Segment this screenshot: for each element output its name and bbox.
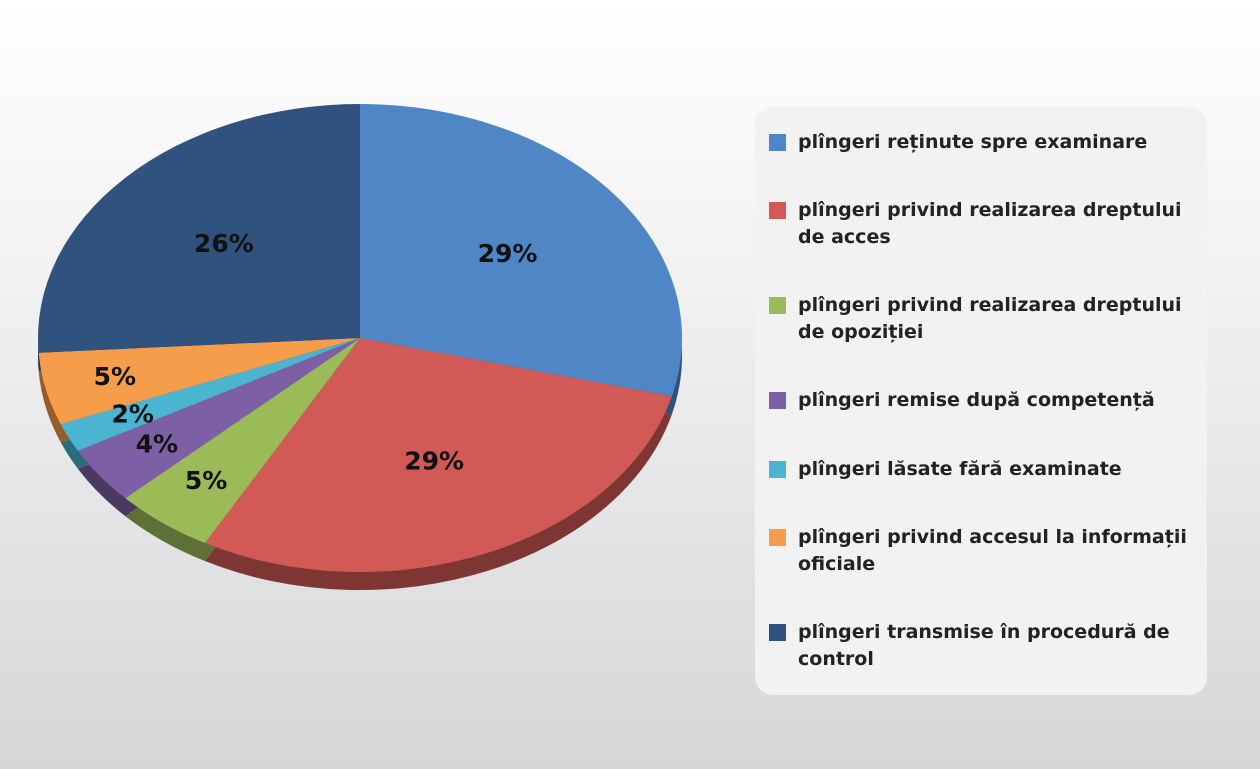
slice — [360, 104, 683, 397]
legend-item: plîngeri remise după competență — [769, 387, 1187, 414]
data-label: 5% — [94, 362, 136, 391]
data-label: 4% — [136, 429, 178, 458]
legend-label: plîngeri privind realizarea dreptului de… — [798, 294, 1182, 344]
legend-swatch — [769, 297, 786, 315]
legend-swatch — [769, 392, 786, 410]
data-label: 2% — [112, 400, 154, 429]
pie-chart: 29%29%5%4%2%5%26% — [38, 104, 683, 591]
legend-item: plîngeri privind realizarea dreptului de… — [769, 197, 1187, 251]
legend-item: plîngeri privind accesul la informații o… — [769, 524, 1187, 578]
data-label: 29% — [478, 239, 538, 268]
data-label: 5% — [185, 466, 227, 495]
legend-label: plîngeri remise după competență — [798, 389, 1155, 412]
legend-label: plîngeri reținute spre examinare — [798, 131, 1148, 153]
data-label: 26% — [194, 229, 254, 258]
legend: plîngeri reținute spre examinare plîngeri… — [755, 107, 1207, 695]
slice — [125, 338, 361, 544]
legend-swatch — [769, 623, 786, 641]
legend-item: plîngeri privind realizarea dreptului de… — [769, 292, 1187, 346]
legend-item: plîngeri transmise în procedură de contr… — [769, 619, 1187, 673]
legend-swatch — [769, 460, 786, 478]
data-label: 29% — [404, 447, 464, 476]
slice — [38, 104, 360, 353]
legend-item: plîngeri lăsate fără examinate — [769, 456, 1187, 483]
legend-swatch — [769, 528, 786, 546]
legend-item: plîngeri reținute spre examinare — [769, 129, 1187, 156]
legend-label: plîngeri privind realizarea dreptului de… — [798, 199, 1182, 249]
slice — [38, 338, 360, 425]
slice — [77, 338, 360, 499]
slice — [60, 338, 361, 451]
legend-swatch — [769, 202, 786, 220]
legend-label: plîngeri lăsate fără examinate — [798, 457, 1122, 480]
legend-label: plîngeri transmise în procedură de contr… — [798, 620, 1170, 670]
legend-label: plîngeri privind accesul la informații o… — [798, 525, 1187, 575]
legend-swatch — [769, 134, 786, 151]
slice — [204, 338, 672, 572]
